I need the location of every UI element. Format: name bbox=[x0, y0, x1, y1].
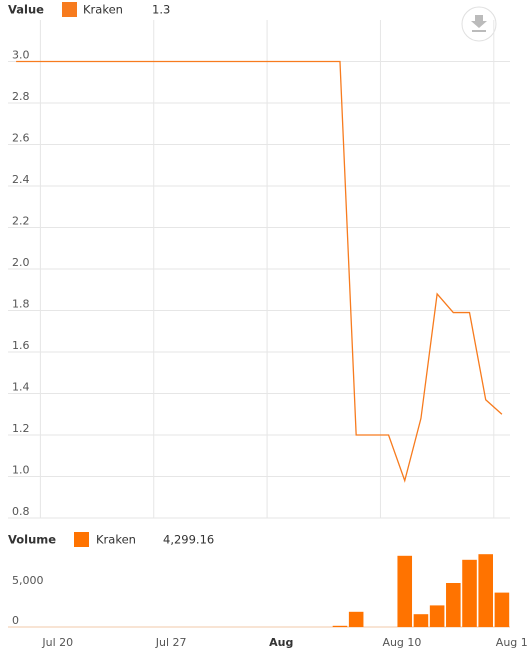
y-tick-label: 2.2 bbox=[12, 215, 30, 228]
bar bbox=[462, 559, 477, 627]
x-tick-label: Aug 10 bbox=[382, 636, 421, 649]
bar bbox=[397, 555, 413, 627]
legend-swatch bbox=[74, 532, 89, 547]
y-tick-label: 2.0 bbox=[12, 256, 30, 269]
y-tick-label: 2.8 bbox=[12, 90, 30, 103]
legend-title: Value bbox=[8, 3, 44, 17]
legend-title: Volume bbox=[8, 533, 56, 547]
bar bbox=[429, 605, 445, 627]
legend-value: 4,299.16 bbox=[163, 533, 214, 547]
bar bbox=[494, 592, 510, 627]
download-button[interactable] bbox=[461, 6, 497, 42]
y-tick-label: 5,000 bbox=[12, 574, 44, 587]
x-tick-label: Jul 20 bbox=[41, 636, 73, 649]
x-tick-label: Aug bbox=[269, 636, 293, 649]
bar bbox=[348, 611, 364, 627]
bar bbox=[413, 614, 429, 627]
y-tick-label: 1.8 bbox=[12, 298, 30, 311]
legend-entry: Kraken bbox=[96, 533, 136, 547]
x-tick-label: Jul 27 bbox=[155, 636, 187, 649]
y-tick-label: 3.0 bbox=[12, 49, 30, 62]
y-tick-label: 0.8 bbox=[12, 505, 30, 518]
y-tick-label: 2.4 bbox=[12, 173, 30, 186]
legend-swatch bbox=[62, 2, 77, 17]
y-tick-label: 1.2 bbox=[12, 422, 30, 435]
x-tick-label: Aug 17 bbox=[496, 636, 528, 649]
legend-entry: Kraken bbox=[83, 3, 123, 17]
y-tick-label: 2.6 bbox=[12, 132, 30, 145]
line bbox=[16, 60, 503, 483]
y-tick-label: 0 bbox=[12, 614, 19, 627]
y-tick-label: 1.4 bbox=[12, 381, 30, 394]
bar bbox=[478, 554, 493, 627]
bar bbox=[332, 625, 348, 627]
y-tick-label: 1.6 bbox=[12, 339, 30, 352]
y-tick-label: 1.0 bbox=[12, 464, 30, 477]
bar bbox=[446, 583, 461, 627]
legend-value: 1.3 bbox=[152, 3, 170, 17]
